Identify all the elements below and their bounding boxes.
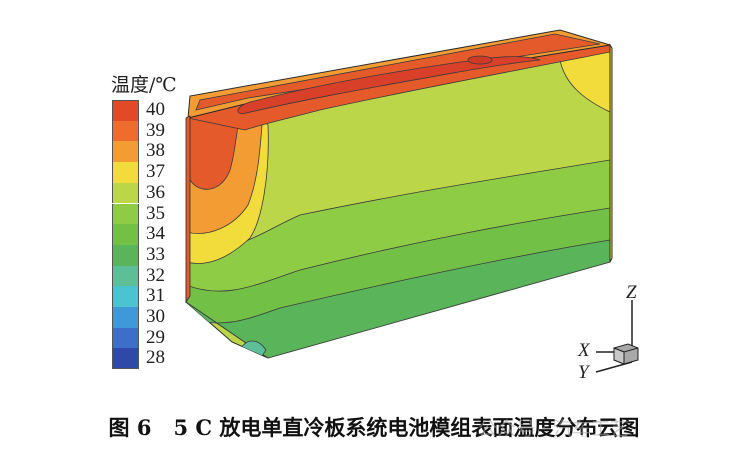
- legend-swatch: [112, 244, 139, 266]
- legend-label: 30: [146, 306, 165, 327]
- legend-swatch: [112, 327, 139, 349]
- watermark: 公众号 · 汽车工艺: [478, 418, 630, 440]
- figure-number: 图 6: [108, 415, 152, 440]
- battery-module-left-face: [185, 115, 191, 304]
- legend-label: 28: [146, 347, 165, 369]
- legend-label: 33: [146, 243, 165, 265]
- legend-label: 36: [146, 181, 165, 203]
- figure-caption: 图 6 5 C 放电单直冷板系统电池模组表面温度分布云图: [0, 412, 748, 442]
- legend-swatch: [112, 141, 139, 163]
- legend-label: 39: [146, 119, 165, 141]
- legend-swatch: [112, 307, 139, 328]
- contour-band-33: [186, 239, 610, 358]
- axis-label-z: Z: [626, 282, 637, 303]
- legend-swatch: [112, 100, 139, 121]
- top-face-hot-spot: [467, 55, 493, 65]
- legend-title: 温度/℃: [111, 74, 177, 96]
- legend-label: 32: [146, 264, 165, 286]
- legend-label: 37: [146, 161, 165, 183]
- axis-label-x: X: [578, 340, 590, 361]
- contour-band-39-top: [187, 45, 610, 131]
- legend-swatch: [112, 182, 139, 204]
- legend-swatch: [112, 265, 139, 287]
- legend-label: 31: [146, 285, 165, 307]
- legend-swatch: [112, 348, 139, 370]
- axis-triad: [595, 300, 639, 373]
- legend-swatch: [112, 286, 139, 307]
- legend-label: 38: [146, 140, 165, 162]
- figure-caption-text: 5 C 放电单直冷板系统电池模组表面温度分布云图: [173, 415, 640, 440]
- legend-label: 34: [146, 223, 165, 245]
- contour-region-37-right: [554, 45, 610, 113]
- legend-swatch: [112, 120, 139, 142]
- temperature-contour-figure: [185, 29, 639, 373]
- legend-swatch: [112, 224, 139, 245]
- legend-label: 35: [146, 202, 165, 224]
- legend-label: 29: [146, 326, 165, 348]
- axis-label-y: Y: [578, 362, 589, 383]
- legend-swatch: [112, 203, 139, 225]
- legend-label: 40: [146, 99, 165, 120]
- legend-swatch: [112, 162, 139, 183]
- top-face-hot-core: [237, 56, 541, 115]
- battery-module-right-face: [609, 43, 613, 263]
